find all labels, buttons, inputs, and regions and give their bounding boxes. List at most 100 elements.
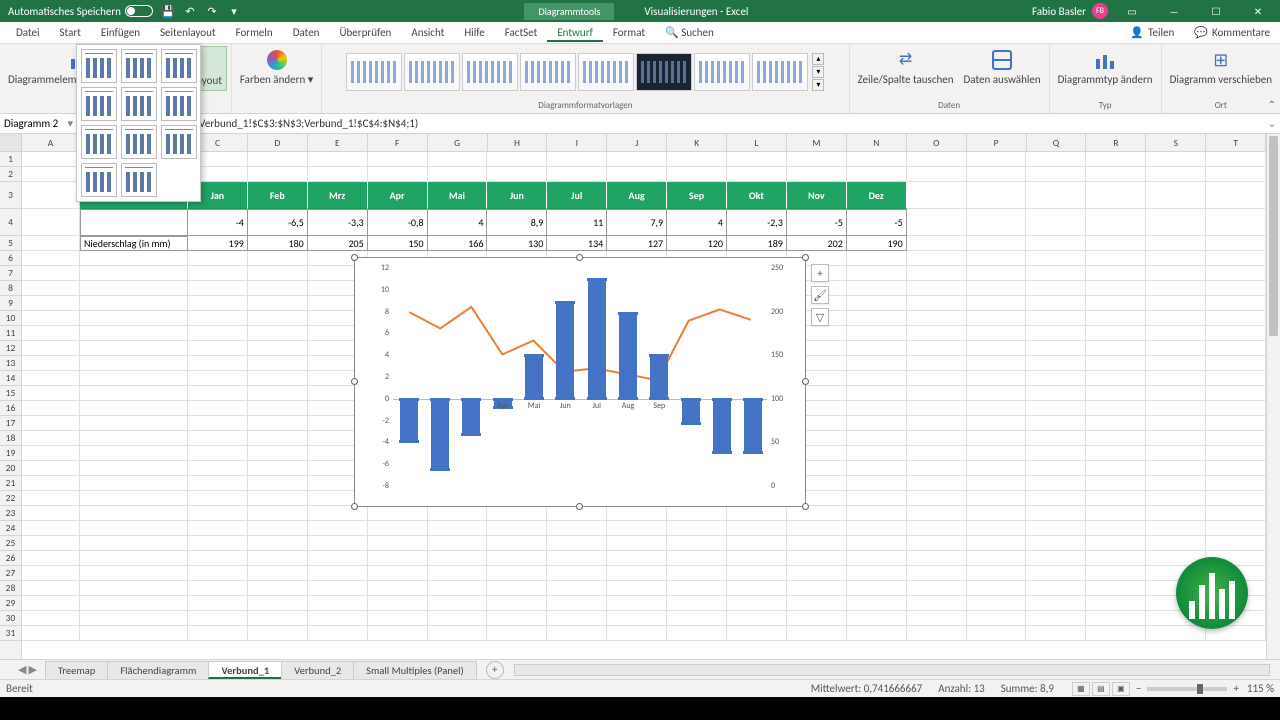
cell[interactable]: [847, 167, 907, 182]
cell[interactable]: [967, 506, 1027, 521]
cell[interactable]: [967, 167, 1027, 182]
cell[interactable]: [188, 596, 248, 611]
cell[interactable]: [248, 431, 308, 446]
cell[interactable]: [487, 626, 547, 641]
cell[interactable]: [907, 386, 967, 401]
cell[interactable]: [1146, 236, 1206, 251]
cell[interactable]: [727, 536, 787, 551]
cell[interactable]: [368, 581, 428, 596]
cell[interactable]: [1086, 386, 1146, 401]
cell[interactable]: [727, 581, 787, 596]
cell[interactable]: [1086, 209, 1146, 236]
cell[interactable]: [607, 506, 667, 521]
cell[interactable]: [607, 551, 667, 566]
cell[interactable]: [1026, 476, 1086, 491]
chart-style-8[interactable]: [752, 53, 808, 91]
bar[interactable]: [400, 399, 418, 443]
zoom-slider[interactable]: [1147, 687, 1227, 691]
cell[interactable]: [1026, 341, 1086, 356]
cell[interactable]: -0,8: [368, 209, 428, 236]
cell[interactable]: [847, 356, 907, 371]
cell[interactable]: [847, 296, 907, 311]
select-all-corner[interactable]: [0, 134, 21, 152]
column-header[interactable]: G: [428, 134, 488, 151]
cell[interactable]: [787, 551, 847, 566]
cell[interactable]: [667, 536, 727, 551]
bar[interactable]: [588, 279, 606, 399]
cell[interactable]: [1086, 356, 1146, 371]
cell[interactable]: [1206, 296, 1266, 311]
vertical-scrollbar[interactable]: [1266, 134, 1280, 659]
cell[interactable]: [787, 521, 847, 536]
chart-handle[interactable]: [802, 254, 809, 261]
cell[interactable]: [907, 236, 967, 251]
line-series[interactable]: [393, 268, 767, 484]
cell[interactable]: [847, 476, 907, 491]
cell[interactable]: [907, 431, 967, 446]
cell[interactable]: Jul: [547, 182, 607, 209]
cell[interactable]: [188, 371, 248, 386]
cell[interactable]: [1086, 581, 1146, 596]
row-header[interactable]: 8: [0, 281, 21, 296]
cell[interactable]: [80, 476, 188, 491]
cell[interactable]: [787, 596, 847, 611]
view-page-layout-button[interactable]: ▤: [1092, 682, 1110, 696]
cell[interactable]: [248, 416, 308, 431]
column-header[interactable]: F: [368, 134, 428, 151]
cell[interactable]: [80, 251, 188, 266]
cell[interactable]: [80, 626, 188, 641]
cell[interactable]: Feb: [248, 182, 308, 209]
cell[interactable]: [22, 521, 80, 536]
cell[interactable]: [1206, 536, 1266, 551]
column-header[interactable]: M: [787, 134, 847, 151]
row-header[interactable]: 3: [0, 182, 21, 209]
cell[interactable]: [428, 521, 488, 536]
cell[interactable]: [22, 581, 80, 596]
worksheet-grid[interactable]: 1234567891011121314151617181920212223242…: [0, 134, 1280, 659]
cell[interactable]: [428, 611, 488, 626]
tab-seitenlayout[interactable]: Seitenlayout: [150, 23, 226, 42]
cell[interactable]: [847, 491, 907, 506]
cell[interactable]: [907, 281, 967, 296]
quick-layout-option-9[interactable]: [161, 125, 197, 159]
cell[interactable]: [907, 296, 967, 311]
cell[interactable]: [727, 167, 787, 182]
cell[interactable]: [368, 521, 428, 536]
cell[interactable]: [80, 386, 188, 401]
cell[interactable]: [847, 152, 907, 167]
cell[interactable]: [787, 581, 847, 596]
cell[interactable]: [907, 446, 967, 461]
cell[interactable]: 134: [547, 236, 607, 251]
cell[interactable]: [907, 356, 967, 371]
cell[interactable]: [847, 431, 907, 446]
cell[interactable]: [967, 152, 1027, 167]
cell[interactable]: [1026, 626, 1086, 641]
cell[interactable]: 202: [787, 236, 847, 251]
cell[interactable]: [22, 167, 80, 182]
sheet-tab[interactable]: Flächendiagramm: [107, 661, 209, 679]
name-box[interactable]: Diagramm 2▾: [0, 114, 78, 133]
cell[interactable]: [22, 251, 80, 266]
tab-start[interactable]: Start: [50, 23, 91, 42]
cell[interactable]: [1146, 446, 1206, 461]
select-data-button[interactable]: Daten auswählen: [960, 46, 1045, 89]
cell[interactable]: [1086, 521, 1146, 536]
cell[interactable]: [248, 371, 308, 386]
cell[interactable]: [907, 371, 967, 386]
tab-einfuegen[interactable]: Einfügen: [91, 23, 150, 42]
cell[interactable]: [727, 611, 787, 626]
chart-style-3[interactable]: [462, 53, 518, 91]
cell[interactable]: [308, 167, 368, 182]
cell[interactable]: [308, 536, 368, 551]
cell[interactable]: [967, 326, 1027, 341]
cell[interactable]: [967, 581, 1027, 596]
cell[interactable]: [248, 536, 308, 551]
cell[interactable]: [547, 626, 607, 641]
cell[interactable]: [967, 311, 1027, 326]
cell[interactable]: [22, 611, 80, 626]
chart-style-5[interactable]: [578, 53, 634, 91]
cell[interactable]: [188, 431, 248, 446]
cell[interactable]: [308, 566, 368, 581]
cell[interactable]: [80, 281, 188, 296]
cell[interactable]: 190: [847, 236, 907, 251]
